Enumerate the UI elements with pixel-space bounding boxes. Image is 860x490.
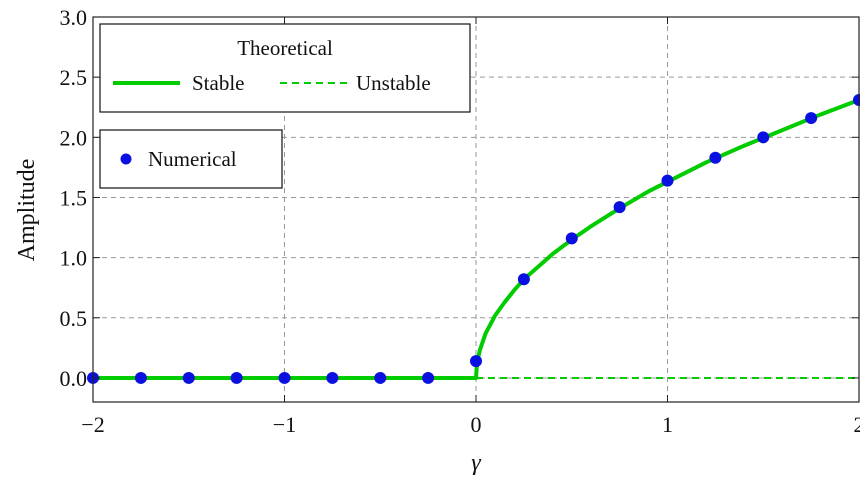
- series-layer: [87, 94, 860, 384]
- legend-theoretical-title: Theoretical: [237, 36, 333, 60]
- numerical-point: [230, 371, 243, 384]
- x-tick-label: 0: [471, 412, 482, 437]
- numerical-point: [182, 371, 195, 384]
- numerical-point: [661, 174, 674, 187]
- numerical-point: [757, 131, 770, 144]
- numerical-point: [374, 371, 387, 384]
- y-tick-label: 3.0: [60, 5, 88, 30]
- x-tick-label: −2: [81, 412, 104, 437]
- y-tick-label: 1.5: [60, 185, 88, 210]
- legend-stable-label: Stable: [192, 71, 245, 95]
- legend-theoretical-box: [99, 23, 471, 113]
- numerical-point: [613, 201, 626, 214]
- y-tick-label: 0.0: [60, 366, 88, 391]
- x-axis-label: γ: [471, 450, 481, 476]
- legend-numerical: Numerical: [99, 129, 283, 189]
- y-tick-label: 2.5: [60, 65, 88, 90]
- legend-numerical-marker: [120, 153, 132, 165]
- x-tick-label: 1: [662, 412, 673, 437]
- y-axis-label: Amplitude: [14, 159, 40, 262]
- y-tick-label: 2.0: [60, 125, 88, 150]
- numerical-point: [517, 273, 530, 286]
- legend-numerical-label: Numerical: [148, 147, 237, 171]
- x-tick-label: −1: [273, 412, 296, 437]
- numerical-point: [805, 112, 818, 125]
- numerical-point: [326, 371, 339, 384]
- numerical-point: [422, 371, 435, 384]
- x-tick-label: 2: [854, 412, 860, 437]
- axis-ticks: [92, 16, 860, 402]
- y-tick-label: 1.0: [60, 246, 88, 271]
- y-tick-label: 0.5: [60, 306, 88, 331]
- legend-theoretical: Theoretical Stable Unstable: [99, 23, 471, 113]
- numerical-point: [470, 355, 482, 368]
- tick-labels: −2 −1 0 1 2 0.0 0.5 1.0 1.5 2.0 2.5 3.0: [60, 5, 860, 437]
- legend-unstable-label: Unstable: [356, 71, 431, 95]
- numerical-point: [134, 371, 147, 384]
- numerical-point: [853, 94, 860, 107]
- numerical-point: [709, 151, 722, 164]
- numerical-point: [278, 371, 291, 384]
- numerical-point: [565, 232, 578, 245]
